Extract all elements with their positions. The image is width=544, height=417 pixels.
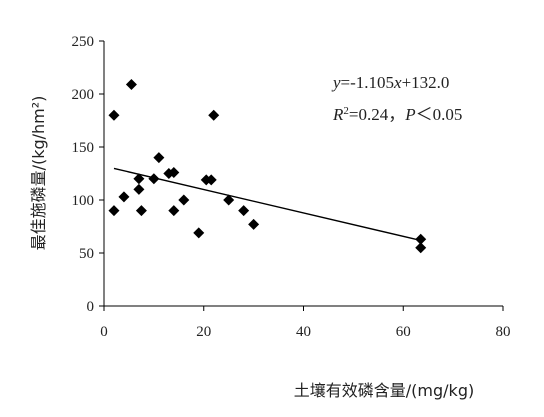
trendline-group <box>113 167 421 242</box>
data-point <box>153 152 165 164</box>
data-point <box>108 109 120 121</box>
data-point <box>193 227 205 239</box>
data-points <box>108 78 427 254</box>
stats-r-value: =0.24， <box>349 105 405 124</box>
data-point <box>108 205 120 217</box>
regression-stats: R2=0.24，P＜0.05 <box>332 105 462 124</box>
trendline <box>113 167 421 242</box>
regression-equation: y=-1.105x+132.0 <box>331 73 449 92</box>
stats-r-var: R <box>332 105 344 124</box>
y-tick-label: 100 <box>72 193 95 209</box>
x-tick-label: 80 <box>496 324 511 340</box>
x-tick-label: 60 <box>396 324 411 340</box>
y-tick-label: 50 <box>79 246 94 262</box>
data-point <box>135 205 147 217</box>
equation-intercept: +132.0 <box>402 73 450 92</box>
x-axis-title: 土壤有效磷含量/(mg/kg) <box>294 381 474 400</box>
data-point <box>208 109 220 121</box>
data-point <box>415 233 427 245</box>
data-point <box>118 191 130 203</box>
y-tick-label: 200 <box>72 87 95 103</box>
y-tick-label: 0 <box>87 299 95 315</box>
data-point <box>168 166 180 178</box>
y-tick-label: 150 <box>72 140 95 156</box>
x-tick-label: 0 <box>100 324 108 340</box>
data-point <box>125 78 137 90</box>
data-point <box>415 242 427 254</box>
data-point <box>168 205 180 217</box>
equation-y-var: y <box>331 73 341 92</box>
stats-p-var: P <box>404 105 415 124</box>
data-point <box>148 173 160 185</box>
equation-x-var: x <box>393 73 402 92</box>
data-point <box>238 205 250 217</box>
equation-coefficient: =-1.105 <box>341 73 395 92</box>
data-point <box>133 173 145 185</box>
stats-p-value: ＜0.05 <box>416 105 463 124</box>
x-tick-label: 20 <box>196 324 211 340</box>
x-tick-label: 40 <box>296 324 311 340</box>
data-point <box>223 194 235 206</box>
y-axis-title: 最佳施磷量/(kg/hm²) <box>29 96 48 251</box>
data-point <box>178 194 190 206</box>
data-point <box>248 218 260 230</box>
stats-r-superscript: 2 <box>343 105 349 117</box>
ticks: 0 50 100 150 200 250 0 20 40 60 80 <box>72 34 511 340</box>
y-tick-label: 250 <box>72 34 95 50</box>
data-point <box>133 183 145 195</box>
data-point <box>205 174 217 186</box>
